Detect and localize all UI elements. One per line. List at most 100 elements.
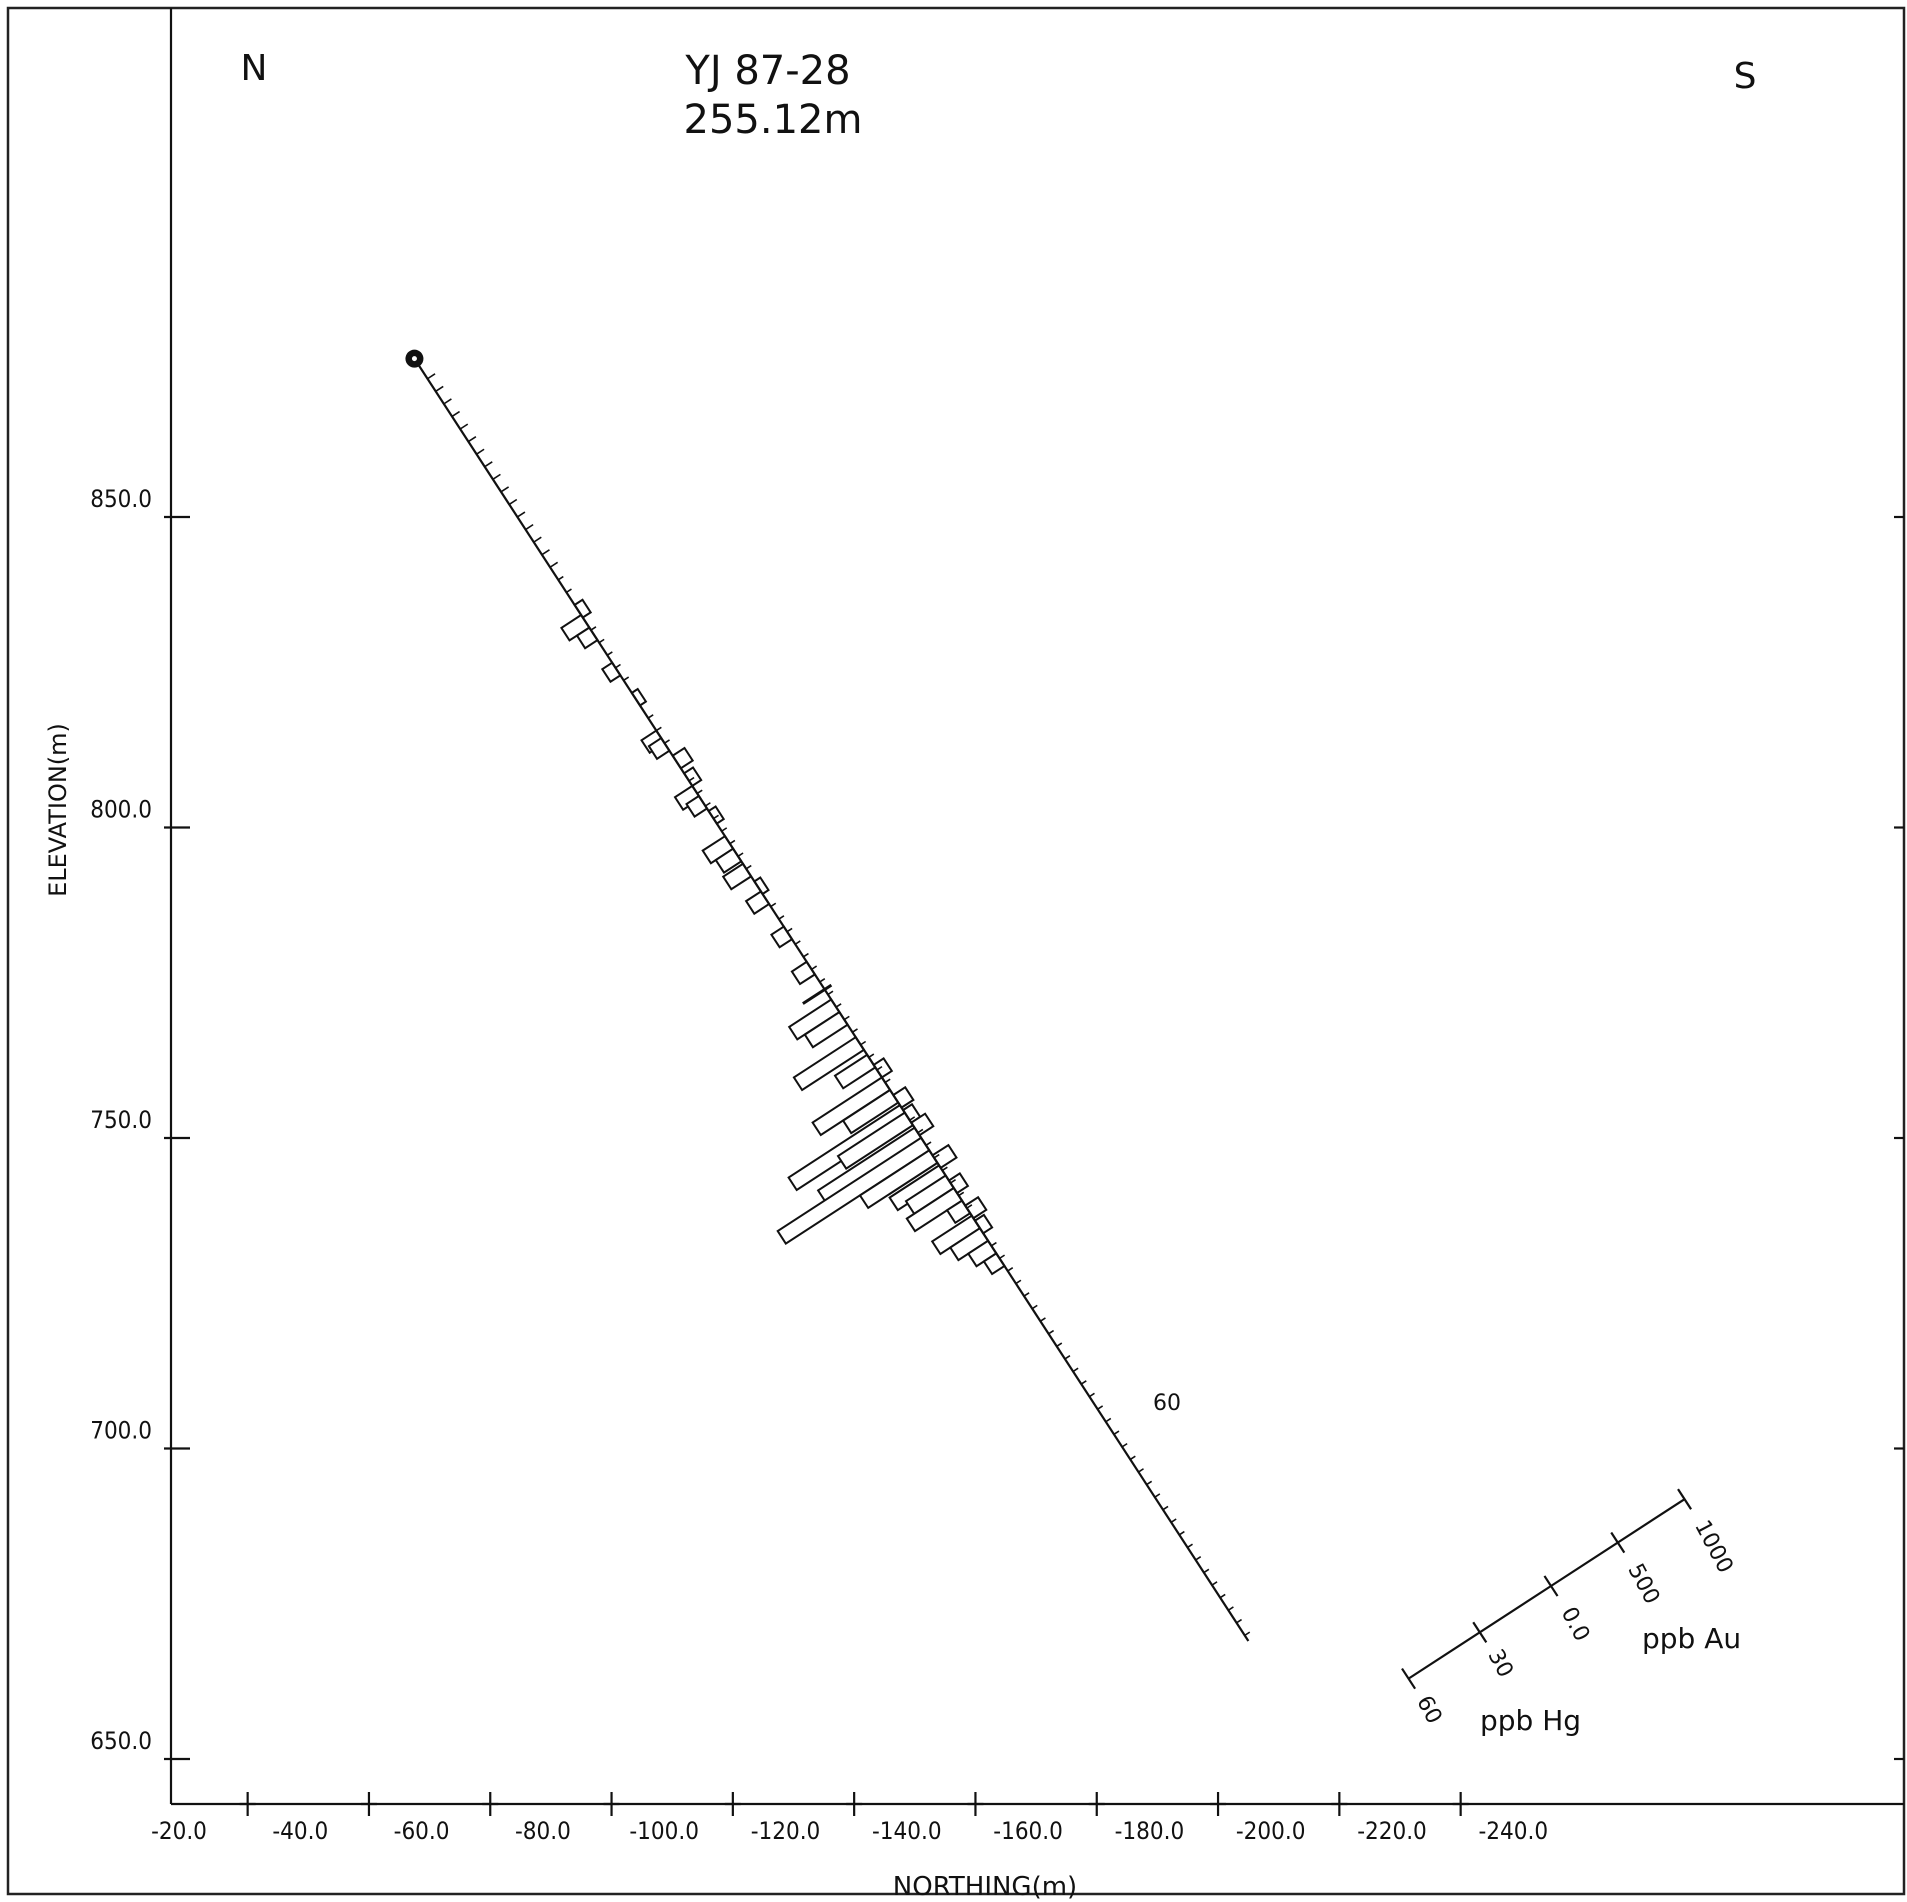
au-scale-tick-label: 0.0 — [1556, 1603, 1595, 1646]
sample-tick — [467, 436, 477, 443]
sample-tick — [982, 1229, 989, 1234]
sample-tick — [876, 1065, 883, 1071]
sample-tick — [1080, 1380, 1087, 1385]
sample-tick — [492, 473, 501, 480]
sample-tick — [533, 536, 542, 543]
histogram-bar — [744, 890, 771, 916]
sample-tick — [655, 726, 662, 732]
y-axis-ticks: 650.0 700.0 750.0 800.0 850.0 — [90, 485, 1904, 1761]
sample-tick — [1244, 1631, 1251, 1637]
sample-tick — [631, 688, 638, 694]
sample-tick — [827, 990, 834, 996]
sample-tick — [688, 776, 695, 782]
sample-tick — [1154, 1493, 1161, 1498]
au-scale-tick-label: 1000 — [1689, 1516, 1737, 1577]
sample-tick — [737, 852, 744, 857]
sample-tick — [1178, 1530, 1185, 1536]
hg-peak-annotation: 60 — [1153, 1391, 1181, 1416]
sample-tick — [1113, 1430, 1120, 1435]
sample-tick — [1072, 1367, 1079, 1373]
sample-tick — [590, 626, 597, 631]
sample-tick — [566, 588, 572, 594]
au-scale-tick — [1677, 1488, 1693, 1510]
hg-scale-tick-label: 60 — [1411, 1692, 1446, 1728]
sample-tick — [615, 663, 621, 669]
sample-tick — [794, 940, 801, 945]
x-tick-label: -40.0 — [272, 1817, 328, 1845]
x-tick-label: -60.0 — [394, 1817, 450, 1845]
sample-tick — [933, 1153, 940, 1159]
y-tick-label: 750.0 — [90, 1106, 152, 1134]
sample-tick — [1138, 1468, 1144, 1473]
x-tick-label: -80.0 — [515, 1817, 571, 1845]
sample-tick — [459, 423, 469, 430]
sample-tick — [1007, 1267, 1014, 1272]
sample-tick — [549, 561, 559, 568]
x-tick-label: -160.0 — [993, 1817, 1063, 1845]
sample-tick — [1105, 1417, 1112, 1423]
sample-tick — [745, 864, 752, 870]
sample-tick — [753, 877, 760, 883]
chart-title: YJ 87-28 — [684, 48, 850, 94]
sample-tick — [647, 714, 654, 719]
sample-tick — [598, 638, 605, 644]
histogram-bar — [671, 746, 695, 770]
sample-tick — [1146, 1480, 1153, 1486]
x-axis-ticks: -20.0 -40.0 -60.0 -80.0 -100.0 -120.0 -140.0 -1… — [151, 1792, 1548, 1845]
sample-tick — [770, 902, 777, 908]
sample-tick — [802, 952, 809, 958]
sample-tick — [541, 549, 550, 556]
sample-tick — [892, 1091, 899, 1096]
page-frame — [6, 6, 1906, 1896]
x-tick-label: -20.0 — [151, 1817, 207, 1845]
y-axis-label: ELEVATION(m) — [44, 723, 72, 897]
scale-bars: 0.0 500 1000 ppb Au 30 60 ppb Hg — [1401, 1488, 1741, 1737]
sample-tick — [868, 1053, 875, 1059]
sample-tick — [451, 410, 461, 418]
sample-tick — [852, 1028, 858, 1033]
collar-marker-center — [411, 356, 417, 362]
y-tick-label: 650.0 — [90, 1727, 152, 1755]
sample-tick — [1121, 1442, 1128, 1448]
sample-tick — [1089, 1392, 1095, 1398]
sample-tick — [1195, 1556, 1202, 1561]
sample-tick — [835, 1003, 842, 1008]
sample-tick — [484, 461, 493, 468]
sample-tick — [1203, 1568, 1210, 1574]
hg-histogram — [560, 613, 1006, 1276]
sample-tick — [762, 890, 769, 895]
hg-scale-tick — [1401, 1667, 1417, 1690]
sample-tick — [696, 789, 703, 795]
sample-tick — [508, 498, 518, 506]
sample-tick — [941, 1166, 948, 1172]
x-tick-label: -200.0 — [1236, 1817, 1306, 1845]
y-tick-label: 850.0 — [90, 485, 152, 513]
sample-tick — [1162, 1505, 1169, 1511]
x-tick-label: -140.0 — [872, 1817, 942, 1845]
sample-tick — [884, 1078, 891, 1084]
sample-tick — [990, 1241, 997, 1247]
histogram-bar — [790, 960, 817, 986]
sample-tick — [443, 398, 452, 405]
sample-tick — [1039, 1317, 1046, 1322]
sample-tick — [525, 523, 534, 531]
sample-tick — [950, 1179, 956, 1184]
hg-scale-tick-label: 30 — [1482, 1645, 1517, 1681]
sample-tick — [639, 701, 646, 707]
sample-tick — [1048, 1329, 1055, 1335]
sample-tick — [811, 965, 818, 971]
sample-tick — [1064, 1354, 1071, 1360]
sample-tick — [1056, 1342, 1063, 1348]
x-tick-label: -120.0 — [751, 1817, 821, 1845]
au-scale-tick-label: 500 — [1622, 1560, 1664, 1609]
sample-tick — [729, 839, 736, 845]
sample-tick — [672, 751, 679, 757]
hg-scale-tick — [1472, 1621, 1488, 1643]
sample-tick — [1227, 1606, 1234, 1611]
sample-tick — [786, 927, 793, 933]
sample-tick — [574, 601, 581, 606]
sample-tick — [1015, 1279, 1022, 1285]
sample-tick — [860, 1040, 867, 1046]
sample-tick — [1211, 1581, 1218, 1586]
